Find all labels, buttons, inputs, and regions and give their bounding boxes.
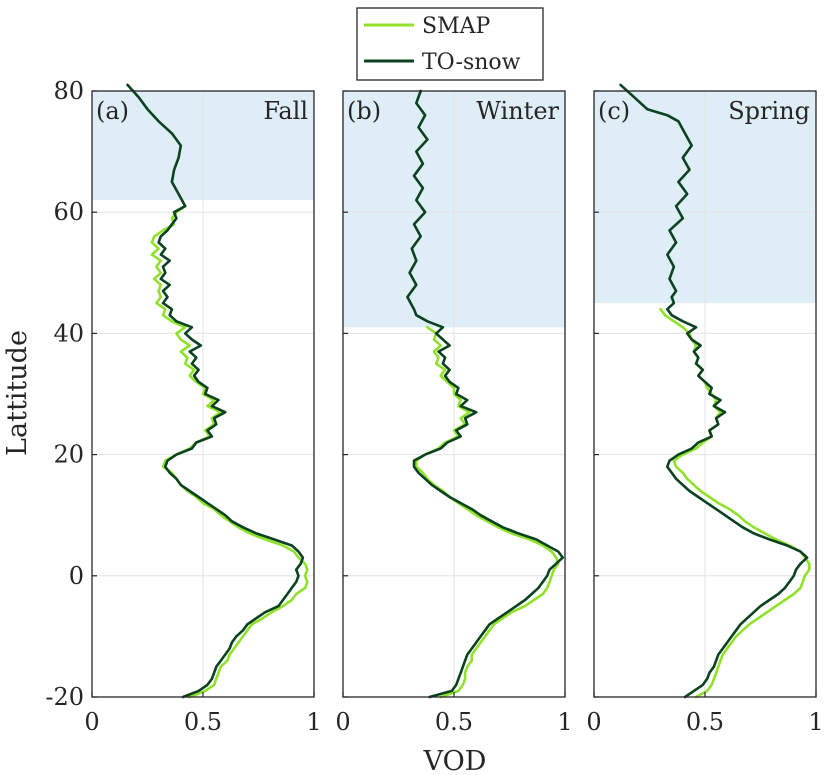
x-tick-label: 1 (557, 708, 572, 736)
panel-c: 0 0.5 1 (c) Spring (586, 83, 824, 736)
legend-label-to-snow: TO-snow (422, 50, 521, 75)
y-axis-title: Lattitude (2, 330, 33, 456)
x-tick-label: 0.5 (184, 708, 222, 736)
x-tick-label: 0 (84, 708, 99, 736)
y-tick-label: 80 (53, 77, 84, 105)
x-tick-label: 0.5 (686, 708, 724, 736)
panel-b: 0 0.5 1 (b) Winter (335, 89, 573, 736)
legend-box (356, 7, 544, 81)
x-tick-label: 0.5 (435, 708, 473, 736)
series-line-smap (415, 326, 560, 699)
x-tick-label: 1 (808, 708, 823, 736)
series-line-to-snow (406, 89, 565, 699)
series-line-to-snow (126, 83, 305, 699)
y-tick-label: 40 (53, 319, 84, 347)
y-tick-label: 20 (53, 441, 84, 469)
x-tick-label: 0 (335, 708, 350, 736)
y-tick-label: 60 (53, 198, 84, 226)
season-label: Spring (728, 97, 810, 125)
legend: SMAP TO-snow (356, 7, 544, 81)
x-tick-label: 1 (306, 708, 321, 736)
panel-tag: (b) (347, 97, 381, 125)
legend-label-smap: SMAP (422, 14, 490, 39)
season-label: Fall (263, 97, 308, 125)
y-tick-label: 0 (69, 562, 84, 590)
x-tick-label: 0 (586, 708, 601, 736)
panel-tag: (a) (96, 97, 129, 125)
series-line-to-snow (619, 83, 809, 699)
season-label: Winter (476, 97, 559, 125)
panel-tag: (c) (598, 97, 630, 125)
y-tick-label: -20 (45, 683, 84, 711)
x-axis-title: VOD (423, 746, 487, 775)
